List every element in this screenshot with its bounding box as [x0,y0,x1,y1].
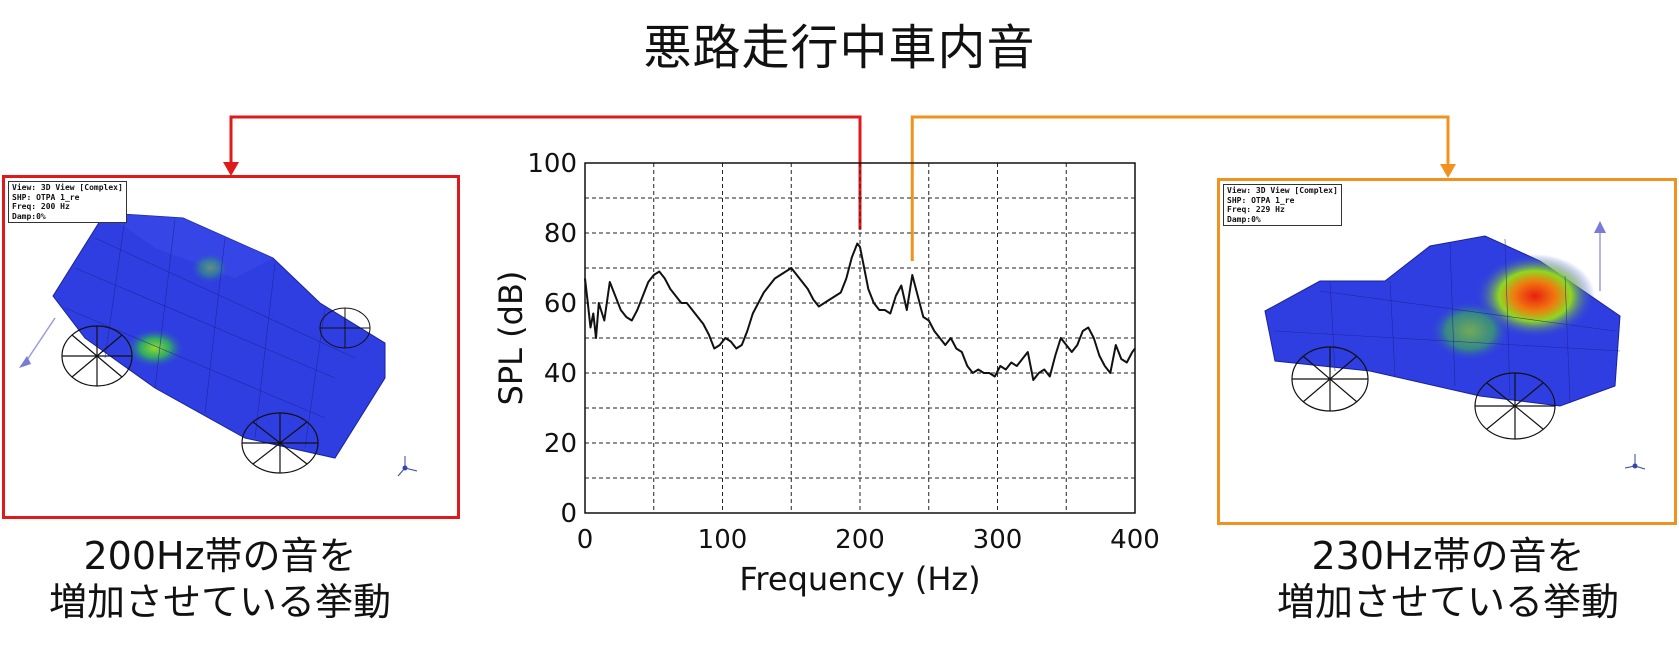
x-tick-label: 300 [973,525,1023,555]
info-freq: Freq: 229 Hz [1227,205,1285,214]
spl-series-line [584,242,1136,381]
y-tick-label: 40 [544,359,577,389]
plot-frame [584,162,1136,514]
page-title: 悪路走行中車内音 [643,20,1036,76]
connector-arrow-200hz [223,162,239,176]
connector-line-230hz [910,115,1450,261]
car-model-200hz [19,212,418,477]
x-tick-label: 400 [1110,525,1160,555]
y-tick-label: 100 [527,149,577,179]
right-mode-shape-panel: View: 3D View [Complex] SHP: OTPA 1_re F… [1217,178,1677,525]
axis-arrow-left [19,317,56,368]
wheel-front [61,325,133,387]
x-tick-label: 0 [577,525,594,555]
spl-chart: 0 100 200 300 400 0 20 40 60 80 100 Frequency (Hz) S… [492,149,1160,598]
left-caption-line2: 増加させている挙動 [48,580,391,624]
info-damp: Damp:0% [12,211,46,221]
y-tick-label: 0 [560,499,577,529]
info-box-right: View: 3D View [Complex] SHP: OTPA 1_re F… [1223,184,1342,226]
info-shape: SHP: OTPA 1_re [1227,195,1295,205]
connector-arrow-230hz [1440,164,1456,178]
y-tick-label: 20 [544,429,577,459]
axis-triad-icon-right [1624,454,1646,470]
info-view: View: 3D View [Complex] [12,183,123,192]
y-tick-label: 60 [544,289,577,319]
right-caption-line2: 増加させている挙動 [1276,580,1619,624]
left-mode-shape-panel: View: 3D View [Complex] SHP: OTPA 1_re F… [2,175,460,519]
info-freq: Freq: 200 Hz [12,202,70,211]
wheel-back-right [319,307,371,349]
x-axis-label: Frequency (Hz) [739,560,980,598]
y-axis-label: SPL (dB) [492,271,530,406]
wheel-rear [241,412,319,474]
right-caption-line1: 230Hz帯の音を [1311,534,1585,578]
y-tick-label: 80 [544,219,577,249]
axis-triad-icon [397,456,418,477]
left-caption: 200Hz帯の音を 増加させている挙動 [0,533,440,625]
wheel-front-right-view [1291,346,1369,412]
info-view: View: 3D View [Complex] [1227,186,1338,195]
x-tick-label: 100 [698,525,748,555]
axis-arrow-right [1594,221,1606,291]
info-damp: Damp:0% [1227,214,1261,224]
right-caption: 230Hz帯の音を 増加させている挙動 [1228,533,1668,625]
left-caption-line1: 200Hz帯の音を [83,534,357,578]
info-box-left: View: 3D View [Complex] SHP: OTPA 1_re F… [8,181,127,223]
info-shape: SHP: OTPA 1_re [12,192,80,202]
wheel-rear-right-view [1474,372,1556,440]
car-model-230hz [1264,221,1646,470]
x-tick-label: 200 [835,525,885,555]
